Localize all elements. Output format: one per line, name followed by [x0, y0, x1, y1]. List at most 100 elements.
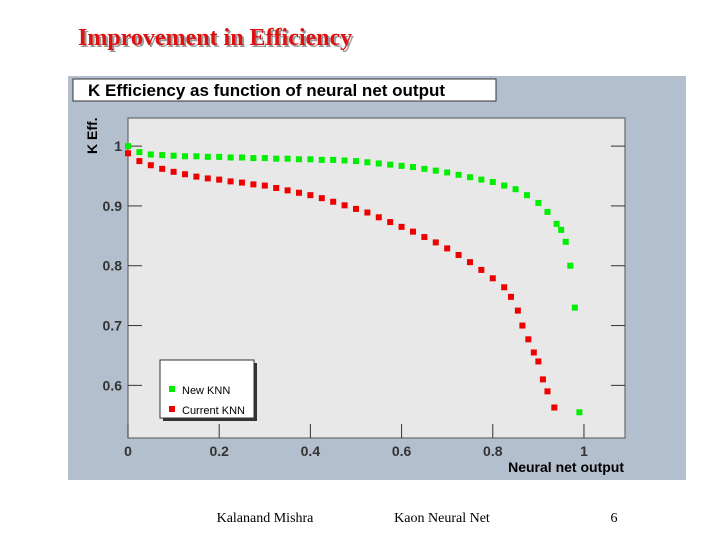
marker: [125, 150, 131, 157]
marker: [571, 304, 578, 311]
marker: [204, 153, 211, 160]
footer-topic: Kaon Neural Net: [394, 511, 490, 526]
marker: [514, 307, 521, 314]
title-shadow: Improvement in Efficiency: [80, 27, 354, 53]
marker: [466, 259, 473, 266]
marker: [181, 153, 188, 160]
marker: [444, 169, 451, 176]
marker: [455, 171, 462, 178]
marker: [387, 161, 394, 168]
y-tick-label: 0.7: [103, 318, 123, 334]
marker: [519, 322, 526, 329]
marker: [238, 179, 245, 186]
marker: [364, 209, 371, 216]
marker: [307, 156, 314, 163]
marker: [525, 336, 532, 343]
legend-swatch: [169, 406, 175, 412]
marker: [136, 149, 143, 156]
marker: [193, 173, 200, 180]
marker: [535, 199, 542, 206]
marker: [159, 165, 166, 172]
marker: [562, 238, 569, 245]
marker: [508, 293, 515, 300]
marker: [330, 198, 337, 205]
marker: [387, 219, 394, 226]
legend-swatch: [169, 386, 175, 392]
y-tick-label: 0.8: [103, 258, 123, 274]
marker: [466, 174, 473, 181]
marker: [170, 152, 177, 159]
marker: [318, 195, 325, 202]
marker: [159, 152, 166, 159]
marker: [273, 155, 280, 162]
marker: [558, 226, 565, 233]
marker: [398, 162, 405, 169]
y-tick-label: 0.6: [103, 377, 123, 393]
y-tick-label: 0.9: [103, 198, 123, 214]
marker: [501, 284, 508, 291]
marker: [181, 171, 188, 178]
marker: [341, 157, 348, 164]
marker: [204, 175, 211, 182]
marker: [489, 179, 496, 185]
legend-label: New KNN: [182, 385, 230, 397]
marker: [478, 176, 485, 183]
marker: [170, 168, 177, 175]
legend-label: Current KNN: [182, 405, 245, 417]
marker: [261, 155, 268, 162]
legend: [159, 359, 255, 419]
marker: [375, 160, 382, 167]
chart-title-box: [72, 78, 497, 102]
marker: [530, 349, 537, 356]
chart-title: K Efficiency as function of neural net o…: [88, 81, 445, 100]
marker: [250, 155, 257, 162]
marker: [375, 214, 382, 221]
marker: [544, 208, 551, 215]
marker: [576, 409, 583, 416]
marker: [455, 251, 462, 258]
marker: [227, 154, 234, 161]
marker: [147, 162, 154, 169]
slide-title: Improvement in Efficiency: [78, 25, 352, 51]
marker: [136, 158, 143, 165]
y-axis-label: K Eff.: [84, 117, 100, 154]
marker: [535, 358, 542, 365]
marker: [478, 266, 485, 273]
marker: [295, 189, 302, 196]
marker: [147, 151, 154, 158]
marker: [432, 239, 439, 246]
marker: [352, 158, 359, 165]
y-tick-label: 1: [114, 138, 122, 154]
marker: [250, 181, 257, 188]
marker: [409, 164, 416, 171]
marker: [284, 155, 291, 162]
marker: [432, 167, 439, 174]
marker: [398, 223, 405, 230]
x-tick-label: 0.4: [301, 443, 321, 459]
marker: [352, 205, 359, 212]
marker: [216, 176, 223, 183]
marker: [501, 182, 508, 189]
marker: [409, 228, 416, 235]
marker: [341, 202, 348, 209]
x-axis-label: Neural net output: [508, 459, 624, 475]
marker: [238, 154, 245, 161]
marker: [421, 234, 428, 241]
marker: [227, 178, 234, 185]
marker: [444, 245, 451, 252]
marker: [261, 182, 268, 189]
marker: [318, 156, 325, 163]
x-tick-label: 0: [124, 443, 132, 459]
marker: [523, 192, 530, 199]
marker: [193, 153, 200, 160]
marker: [284, 187, 291, 194]
x-tick-label: 0.6: [392, 443, 412, 459]
marker: [295, 156, 302, 163]
marker: [421, 165, 428, 172]
footer-author: Kalanand Mishra: [217, 511, 315, 526]
marker: [539, 376, 546, 383]
marker: [489, 275, 496, 282]
marker: [512, 186, 519, 193]
